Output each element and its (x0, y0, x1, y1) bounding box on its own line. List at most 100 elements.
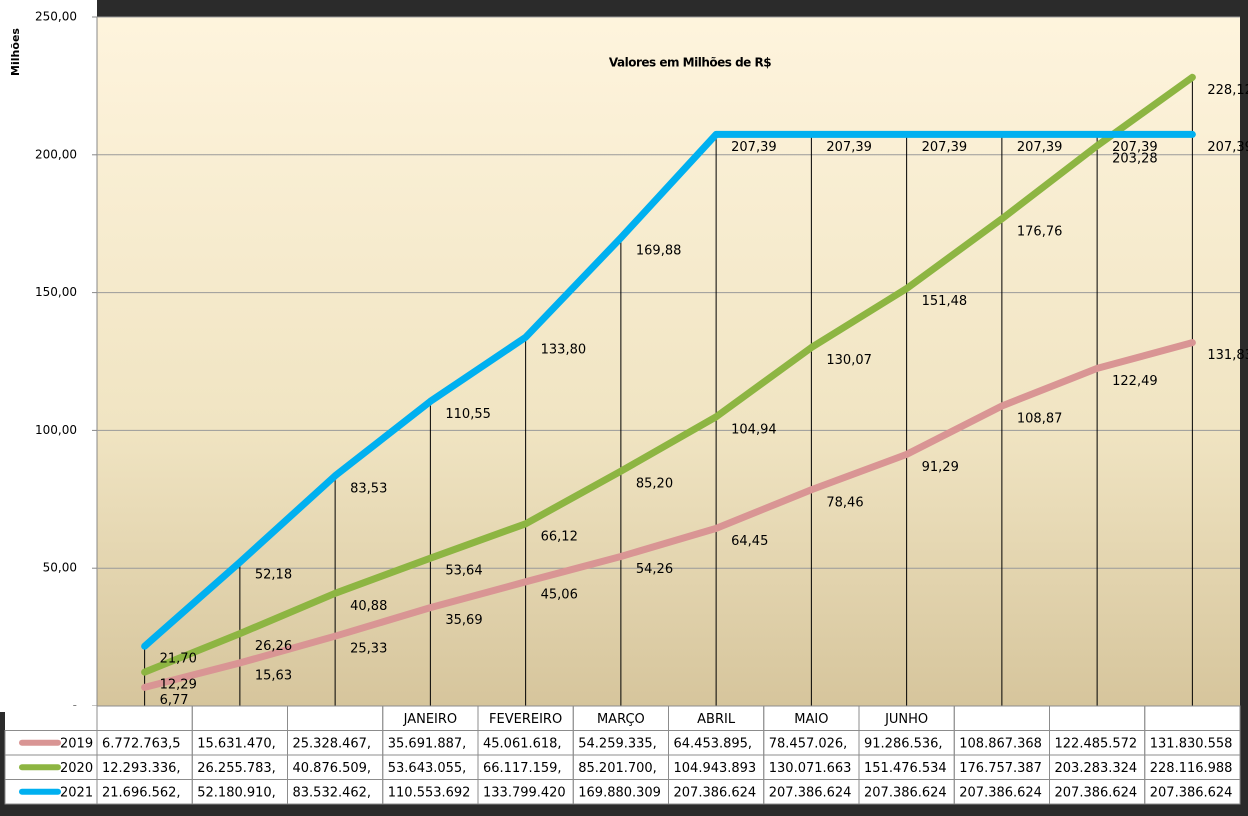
data-label: 169,88 (636, 243, 682, 258)
data-label: 176,76 (1017, 224, 1063, 239)
x-tick-label: FEVEREIRO (489, 712, 562, 727)
table-value: 54.259.335, (578, 736, 657, 751)
table-value: 26.255.783, (197, 761, 276, 776)
series-line (141, 73, 1196, 676)
data-label: 130,07 (826, 353, 872, 368)
table-value: 40.876.509, (293, 761, 372, 776)
data-label: 207,39 (1112, 140, 1158, 155)
data-label: 108,87 (1017, 411, 1063, 426)
data-table: JANEIRO FEVEREIRO MARÇO ABRIL MAIO JUNHO 6.772… (4, 705, 1241, 805)
x-tick-label: MARÇO (597, 712, 645, 727)
table-cell (1144, 779, 1241, 805)
data-label: 207,39 (1017, 140, 1063, 155)
table-value: 66.117.159, (483, 761, 562, 776)
table-value: 169.880.309 (578, 785, 661, 800)
table-value: 85.201.700, (578, 761, 657, 776)
legend-label: 2020 (60, 761, 93, 776)
table-value: 12.293.336, (102, 761, 181, 776)
y-tick-label: 150,00 (35, 285, 77, 299)
table-value: 104.943.893 (674, 761, 757, 776)
table-value: 108.867.368 (959, 736, 1042, 751)
table-value: 35.691.887, (388, 736, 467, 751)
data-label: 64,45 (731, 534, 768, 549)
legend-label: 2019 (60, 736, 93, 751)
legend-label: 2021 (60, 785, 93, 800)
x-tick-label: ABRIL (697, 712, 736, 727)
table-value: 45.061.618, (483, 736, 562, 751)
y-tick-label: 200,00 (35, 147, 77, 161)
y-tick-label: 50,00 (43, 561, 77, 575)
value-labels: 6,77 15,63 25,33 35,69 45,06 54,26 64,45 78,46 9… (160, 83, 1248, 708)
data-label: 26,26 (255, 639, 292, 654)
data-label: 85,20 (636, 477, 673, 492)
table-value: 207.386.624 (959, 785, 1042, 800)
table-value: 207.386.624 (674, 785, 757, 800)
series-line (141, 130, 1196, 650)
table-value: 131.830.558 (1150, 736, 1233, 751)
data-label: 12,29 (160, 678, 197, 693)
table-value: 25.328.467, (293, 736, 372, 751)
axis-area (0, 0, 97, 712)
data-label: 66,12 (541, 529, 578, 544)
table-value: 133.799.420 (483, 785, 566, 800)
table-value: 21.696.562, (102, 785, 181, 800)
y-axis-title: Milhões (9, 28, 22, 76)
table-value: 228.116.988 (1150, 761, 1233, 776)
table-value: 207.386.624 (1150, 785, 1233, 800)
data-label: 52,18 (255, 568, 292, 583)
data-label: 228,12 (1207, 83, 1248, 98)
table-value: 6.772.763,5 (102, 736, 181, 751)
data-label: 35,69 (445, 613, 482, 628)
data-label: 207,39 (922, 140, 968, 155)
table-value: 110.553.692 (388, 785, 471, 800)
data-label: 122,49 (1112, 374, 1158, 389)
data-label: 104,94 (731, 422, 777, 437)
table-value: 207.386.624 (864, 785, 947, 800)
table-value: 130.071.663 (769, 761, 852, 776)
table-value: 64.453.895, (674, 736, 753, 751)
legend-cell (4, 779, 98, 805)
table-value: 203.283.324 (1055, 761, 1138, 776)
chart-title: Valores em Milhões de R$ (609, 56, 771, 70)
data-label: 91,29 (922, 460, 959, 475)
table-value: 151.476.534 (864, 761, 947, 776)
table-value: 91.286.536, (864, 736, 943, 751)
table-value: 52.180.910, (197, 785, 276, 800)
lines (141, 73, 1196, 691)
table-value: 78.457.026, (769, 736, 848, 751)
series-line (141, 339, 1196, 691)
x-tick-label: JUNHO (884, 712, 928, 727)
data-label: 15,63 (255, 668, 292, 683)
table-value: 15.631.470, (197, 736, 276, 751)
data-label: 83,53 (350, 481, 387, 496)
data-label: 110,55 (445, 407, 491, 422)
data-label: 53,64 (445, 564, 482, 579)
data-label: 40,88 (350, 599, 387, 614)
y-tick-label: 250,00 (35, 10, 77, 24)
table-value: 207.386.624 (1055, 785, 1138, 800)
data-label: 6,77 (160, 693, 189, 708)
table-value: 83.532.462, (293, 785, 372, 800)
data-label: 45,06 (541, 587, 578, 602)
data-label: 207,39 (826, 140, 872, 155)
y-tick-label: - (73, 699, 77, 713)
data-label: 78,46 (826, 495, 863, 510)
y-tick-label: 100,00 (35, 423, 77, 437)
data-label: 207,39 (1207, 140, 1248, 155)
table-value: 53.643.055, (388, 761, 467, 776)
x-tick-label: MAIO (794, 712, 828, 727)
data-label: 25,33 (350, 642, 387, 657)
data-label: 54,26 (636, 562, 673, 577)
data-label: 207,39 (731, 140, 777, 155)
x-tick-label: JANEIRO (403, 712, 458, 727)
data-label: 131,83 (1207, 348, 1248, 363)
table-value: 207.386.624 (769, 785, 852, 800)
data-label: 133,80 (541, 343, 587, 358)
table-value: 122.485.572 (1055, 736, 1138, 751)
grid: - 50,00 100,00 150,00 200,00 250,00 (35, 10, 1240, 713)
data-label: 151,48 (922, 294, 968, 309)
data-label: 21,70 (160, 652, 197, 667)
plot-area (97, 17, 1240, 706)
data-label: 203,28 (1112, 151, 1158, 166)
